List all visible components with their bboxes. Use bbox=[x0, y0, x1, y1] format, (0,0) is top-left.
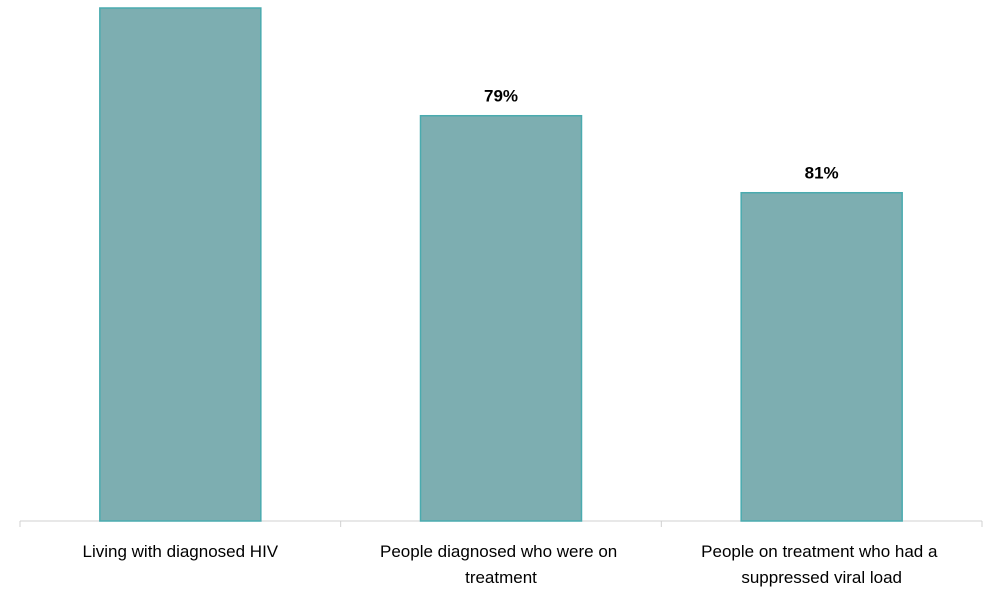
bar bbox=[419, 114, 583, 522]
x-tick-label: People diagnosed who were on treatment bbox=[380, 542, 622, 587]
x-tick-label: Living with diagnosed HIV bbox=[83, 542, 279, 561]
x-tick-label: People on treatment who had a suppressed… bbox=[701, 542, 942, 587]
bar bbox=[740, 191, 903, 522]
value-label: 79% bbox=[484, 87, 518, 106]
value-label: 81% bbox=[805, 164, 839, 183]
bar bbox=[99, 7, 262, 522]
